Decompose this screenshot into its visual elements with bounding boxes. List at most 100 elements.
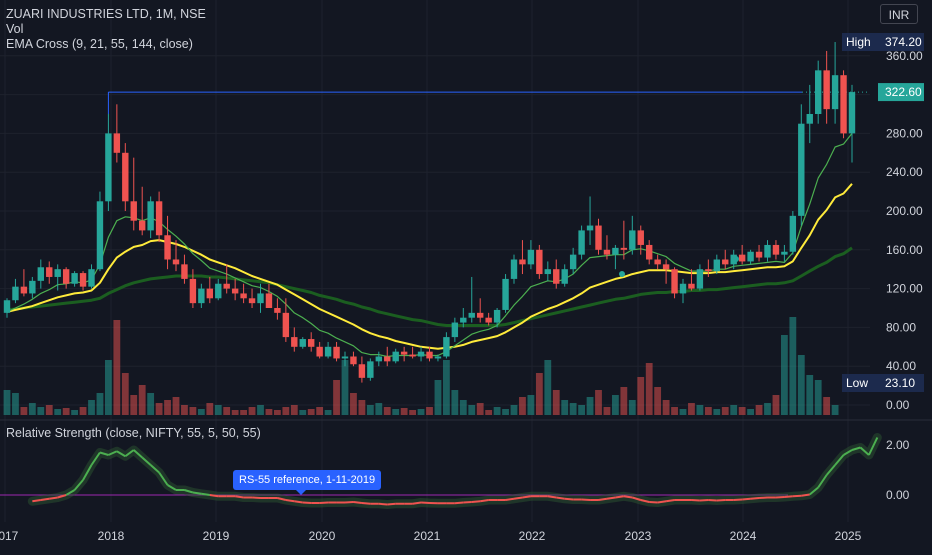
price-axis-label: 0.00: [886, 398, 910, 412]
volume-bar: [367, 405, 374, 415]
price-axis-label: 80.00: [886, 320, 916, 334]
rs-line-segment: [303, 503, 311, 504]
candle-body: [570, 255, 576, 270]
rs-line-segment: [565, 499, 573, 500]
candle-body: [291, 337, 297, 347]
volume-bar: [164, 400, 171, 415]
candle-body: [452, 323, 458, 338]
candle-body: [654, 260, 660, 265]
rs-line-segment: [717, 500, 725, 501]
volume-bar: [629, 400, 636, 415]
rs-line-segment: [751, 498, 759, 499]
rs-line-segment: [345, 502, 353, 503]
volume-bar: [333, 380, 340, 415]
volume-bar: [350, 393, 357, 415]
volume-bar: [342, 360, 349, 415]
annotation-pointer: [296, 490, 306, 495]
volume-bar: [536, 373, 543, 415]
volume-bar: [308, 409, 315, 415]
volume-legend[interactable]: Vol: [6, 22, 23, 36]
volume-bar: [713, 409, 720, 415]
time-axis-label: 2017: [0, 529, 19, 543]
rs-line-segment: [658, 501, 666, 502]
candle-body: [257, 293, 263, 303]
volume-bar: [620, 387, 627, 415]
rs-line-segment: [599, 499, 607, 500]
volume-bar: [806, 375, 813, 415]
currency-button[interactable]: INR: [880, 4, 918, 24]
candle-body: [840, 75, 846, 133]
candle-body: [359, 364, 365, 378]
volume-bar: [190, 407, 197, 415]
volume-bar: [587, 397, 594, 415]
volume-bar: [122, 373, 129, 415]
time-axis-label: 2023: [625, 529, 652, 543]
candle-body: [105, 133, 111, 201]
candle-body: [283, 313, 289, 337]
candle-body: [308, 339, 314, 347]
candle-body: [790, 216, 796, 252]
rs-line-segment: [49, 498, 57, 499]
volume-bar: [130, 395, 137, 415]
candle-body: [114, 133, 120, 152]
rs-axis-label: 0.00: [886, 488, 910, 502]
rs-line-segment: [666, 500, 674, 501]
rs-line-segment: [387, 504, 395, 505]
volume-bar: [266, 409, 273, 415]
volume-bar: [299, 410, 306, 415]
rs-reference-annotation[interactable]: RS-55 reference, 1-11-2019: [233, 470, 381, 490]
volume-bar: [646, 363, 653, 415]
rs-line-segment: [522, 496, 530, 497]
volume-bar: [173, 397, 180, 415]
rs-line-segment: [41, 499, 49, 500]
volume-bar: [604, 407, 611, 415]
candle-body: [384, 357, 390, 362]
rs-line-segment: [514, 498, 522, 499]
time-axis-label: 2025: [835, 529, 862, 543]
candle-body: [519, 260, 525, 265]
volume-bar: [451, 390, 458, 415]
rs-line-segment: [421, 503, 429, 504]
volume-bar: [37, 407, 44, 415]
volume-bar: [730, 405, 737, 415]
volume-bar: [206, 403, 213, 415]
candle-body: [502, 279, 508, 310]
volume-bar: [105, 360, 112, 415]
candle-body: [621, 248, 627, 250]
rs-line-segment: [734, 500, 742, 501]
candle-body: [798, 124, 804, 216]
candle-body: [562, 269, 568, 284]
volume-bar: [443, 360, 450, 415]
candle-body: [4, 300, 10, 313]
candle-body: [722, 260, 728, 265]
candle-body: [671, 269, 677, 293]
volume-bar: [401, 408, 408, 415]
relative-strength-legend[interactable]: Relative Strength (close, NIFTY, 55, 5, …: [6, 426, 261, 440]
rs-line-segment: [235, 496, 243, 497]
candle-body: [426, 352, 432, 359]
volume-bar: [544, 360, 551, 415]
volume-bar: [680, 409, 687, 415]
rs-line-segment: [294, 501, 302, 502]
volume-bar: [832, 405, 839, 415]
volume-bar: [12, 393, 19, 415]
volume-bar: [460, 400, 467, 415]
ema-cross-legend[interactable]: EMA Cross (9, 21, 55, 144, close): [6, 37, 193, 51]
rs-line-segment: [320, 503, 328, 504]
candle-body: [376, 357, 382, 362]
symbol-title[interactable]: ZUARI INDUSTRIES LTD, 1M, NSE: [6, 7, 206, 21]
volume-bar: [637, 377, 644, 415]
rs-line-segment: [362, 503, 370, 504]
volume-bar: [54, 409, 61, 415]
candle-body: [63, 269, 69, 284]
candle-body: [528, 250, 534, 265]
candle-body: [21, 287, 27, 294]
candle-body: [485, 318, 491, 323]
candle-body: [97, 201, 103, 269]
volume-bar: [756, 405, 763, 415]
volume-bar: [435, 380, 442, 415]
candle-body: [122, 153, 128, 202]
rs-line-segment: [776, 497, 784, 498]
